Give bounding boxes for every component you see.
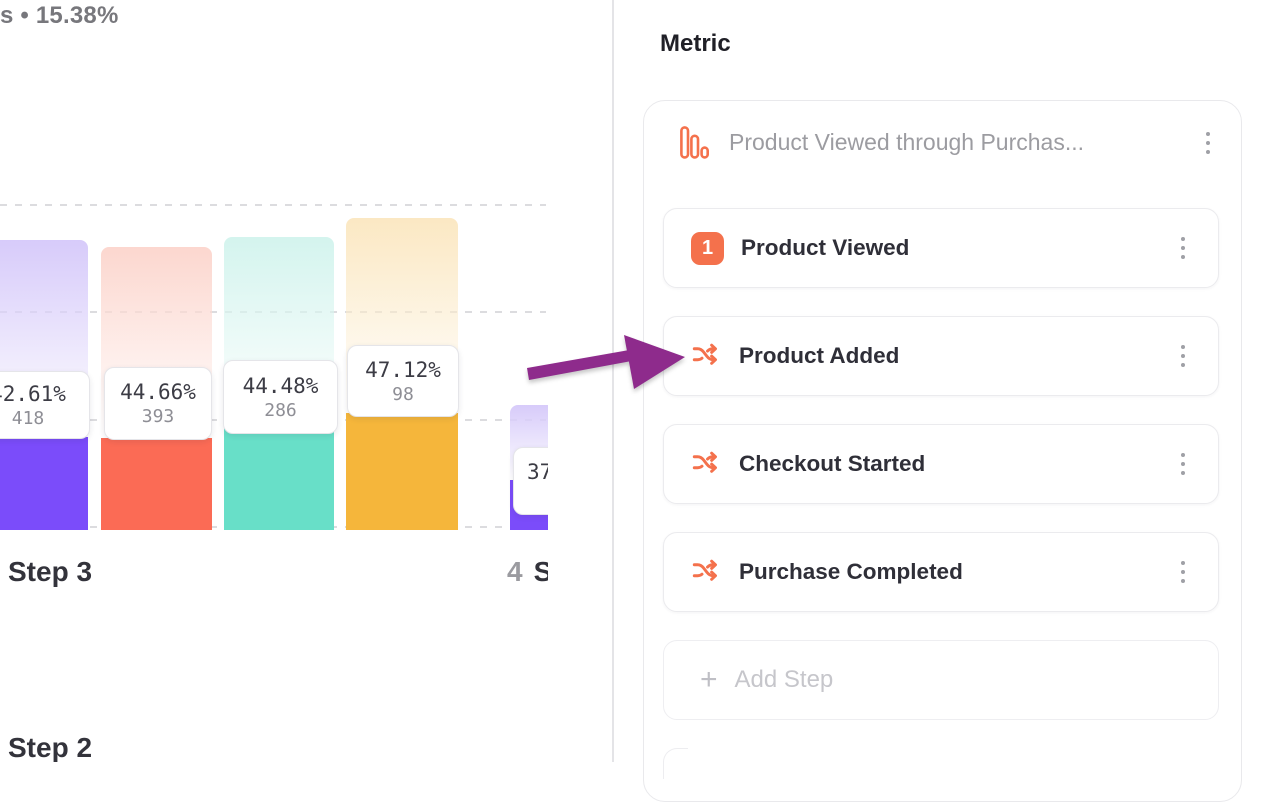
metric-kebab-menu-button[interactable] <box>1191 126 1225 160</box>
value-card-step3-series3: 44.48% 286 <box>223 360 338 434</box>
conversion-count: 393 <box>141 406 175 427</box>
conversion-percent: 37 <box>527 460 548 484</box>
conversion-percent: 44.66% <box>120 380 196 404</box>
add-step-button[interactable]: + Add Step <box>663 640 1219 720</box>
step-row-product-viewed[interactable]: 1 Product Viewed <box>663 208 1219 288</box>
step-label: Checkout Started <box>739 451 926 476</box>
gridline <box>0 204 546 206</box>
step-kebab-menu-button[interactable] <box>1166 447 1200 481</box>
step-kebab-menu-button[interactable] <box>1166 339 1200 373</box>
conversion-percent: 47.12% <box>365 357 441 382</box>
step-label: Product Viewed <box>741 235 910 260</box>
value-card-step3-series1: 42.61% 418 <box>0 371 90 439</box>
value-card-step4-series1: 37 <box>513 447 548 515</box>
value-card-step3-series4: 47.12% 98 <box>347 345 459 417</box>
step-label: Product Added <box>739 343 900 368</box>
funnel-chart-area: s • 15.38% 42.61% 418 44.66% 393 44.48% … <box>0 0 548 762</box>
x-axis-label-step4: 4 Step 4 <box>507 556 548 588</box>
add-step-label: Add Step <box>734 666 834 693</box>
plus-icon: + <box>700 663 718 696</box>
partial-next-card-edge <box>663 748 688 779</box>
step-kebab-menu-button[interactable] <box>1166 231 1200 265</box>
shuffle-icon <box>692 343 717 365</box>
panel-divider <box>612 0 614 762</box>
step-label: Purchase Completed <box>739 559 963 584</box>
bar-solid-segment <box>101 438 212 530</box>
metric-name: Product Viewed through Purchas... <box>729 129 1085 155</box>
conversion-count: 98 <box>392 383 414 405</box>
shuffle-icon <box>692 451 717 473</box>
conversion-percent: 44.48% <box>242 373 319 398</box>
x-axis-ordinal: 4 <box>507 556 523 587</box>
conversion-count: 286 <box>264 399 297 421</box>
value-card-step3-series2: 44.66% 393 <box>104 367 212 440</box>
bar-solid-segment <box>224 425 334 530</box>
bar-solid-segment <box>0 437 88 530</box>
annotation-arrow <box>527 335 685 389</box>
shuffle-icon <box>692 559 717 581</box>
step-row-product-added[interactable]: Product Added <box>663 316 1219 396</box>
section-label-step2-partial: Step 2 <box>8 732 93 762</box>
x-axis-step-text: Step 4 <box>533 556 548 587</box>
step-number-badge: 1 <box>691 231 724 265</box>
conversion-summary-partial-text: s • 15.38% <box>0 2 119 29</box>
step-row-purchase-completed[interactable]: Purchase Completed <box>663 532 1219 612</box>
metric-panel-heading: Metric <box>660 30 731 57</box>
conversion-count: 418 <box>11 407 45 429</box>
bar-solid-segment <box>346 413 458 530</box>
funnel-bars-icon <box>680 126 709 159</box>
step-kebab-menu-button[interactable] <box>1166 555 1200 589</box>
x-axis-label-step3: Step 3 <box>8 556 93 587</box>
conversion-percent: 42.61% <box>0 381 66 406</box>
step-row-checkout-started[interactable]: Checkout Started <box>663 424 1219 504</box>
